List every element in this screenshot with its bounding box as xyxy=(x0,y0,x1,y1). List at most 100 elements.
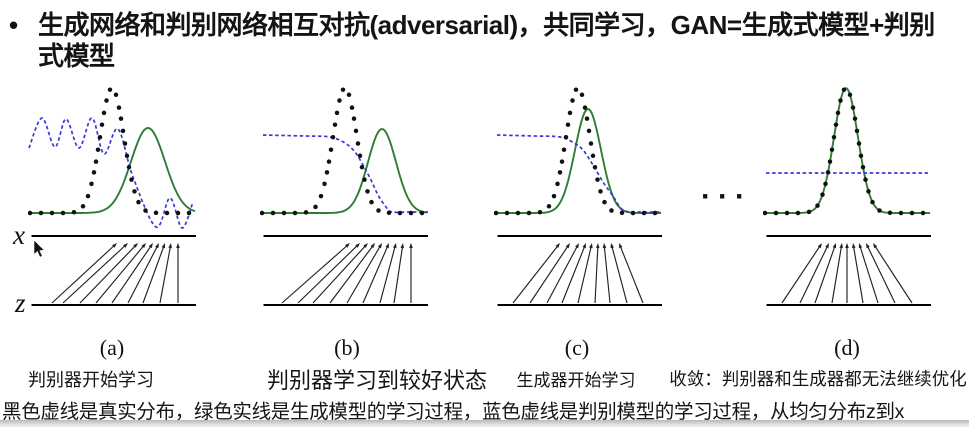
data-distribution-dot xyxy=(129,177,134,182)
discriminator-curve xyxy=(496,134,661,213)
data-distribution-dot xyxy=(877,208,882,213)
data-distribution-dot xyxy=(28,210,33,216)
data-distribution-dot xyxy=(359,164,365,170)
gan-panel-plot xyxy=(28,87,196,306)
arrowhead xyxy=(852,243,856,249)
z-to-x-arrow xyxy=(142,245,165,304)
data-distribution-dot xyxy=(330,134,336,140)
arrowhead xyxy=(345,243,350,248)
data-distribution-dot xyxy=(369,199,374,205)
arrowhead xyxy=(385,243,389,249)
data-distribution-dot xyxy=(833,122,839,127)
data-distribution-dot xyxy=(322,181,327,187)
data-distribution-dot xyxy=(281,210,287,216)
arrowhead xyxy=(370,243,375,249)
z-to-x-arrow xyxy=(814,245,836,304)
gan-panel-plot xyxy=(260,87,428,306)
panel-letter-c: (c) xyxy=(564,335,590,360)
data-distribution-dot xyxy=(355,141,361,146)
data-distribution-dot xyxy=(551,193,557,199)
z-to-x-arrow xyxy=(95,244,145,304)
arrowhead xyxy=(839,243,843,249)
generator-distribution-curve xyxy=(30,127,196,214)
z-to-x-arrow xyxy=(159,245,172,304)
data-distribution-dot xyxy=(132,189,137,194)
arrowhead xyxy=(363,243,368,248)
data-distribution-dot xyxy=(175,210,181,216)
arrowhead xyxy=(155,243,159,249)
z-to-x-arrow xyxy=(603,245,611,304)
z-to-x-arrow xyxy=(561,245,586,304)
panel-caption-a: 判别器开始学习 xyxy=(28,370,154,390)
data-distribution-dot xyxy=(270,210,276,216)
mouse-cursor-icon xyxy=(33,240,45,258)
panel-letter-d: (d) xyxy=(834,335,860,360)
gan-panel-c xyxy=(494,85,666,320)
arrowhead xyxy=(565,243,570,249)
data-distribution-dot xyxy=(854,128,860,134)
z-to-x-arrow xyxy=(866,245,896,304)
gan-panel-a xyxy=(28,85,200,320)
z-to-x-arrow xyxy=(51,244,116,304)
data-distribution-dot xyxy=(838,98,843,103)
data-distribution-dot xyxy=(104,98,109,103)
data-distribution-dot xyxy=(852,116,858,121)
data-distribution-dot xyxy=(584,116,590,121)
gan-panel-plot xyxy=(763,86,931,306)
z-to-x-arrow xyxy=(62,244,127,304)
data-distribution-dot xyxy=(847,92,853,98)
z-to-x-arrow xyxy=(362,245,389,304)
arrowhead xyxy=(393,243,397,249)
z-to-x-arrow xyxy=(874,245,913,304)
data-distribution-dot xyxy=(120,128,126,134)
data-distribution-dot xyxy=(815,203,820,208)
data-distribution-dot xyxy=(557,170,563,175)
data-distribution-dot xyxy=(598,189,603,194)
data-distribution-dot xyxy=(49,210,55,216)
data-distribution-dot xyxy=(515,210,521,216)
data-distribution-dot xyxy=(898,210,904,216)
data-distribution-dot xyxy=(858,153,864,159)
arrowhead xyxy=(176,243,180,248)
data-distribution-dot xyxy=(850,105,856,110)
arrowhead xyxy=(355,243,360,248)
z-to-x-arrow xyxy=(594,245,599,304)
data-distribution-dot xyxy=(71,209,77,215)
data-distribution-dot xyxy=(153,210,159,216)
gan-panel-plot xyxy=(494,87,662,306)
data-distribution-dot xyxy=(80,204,86,209)
arrowhead xyxy=(133,243,138,248)
z-to-x-arrow xyxy=(611,245,628,304)
panel-caption-b: 判别器学习到较好状态 xyxy=(266,368,488,393)
arrowhead xyxy=(377,243,382,249)
data-distribution-dot xyxy=(565,122,571,127)
data-distribution-dot xyxy=(573,87,579,92)
data-distribution-dot xyxy=(546,204,552,209)
bottom-gray-bar xyxy=(0,420,969,427)
data-distribution-dot xyxy=(609,208,614,213)
arrowhead xyxy=(555,243,560,248)
data-distribution-dot xyxy=(590,153,596,159)
arrowhead xyxy=(610,243,614,249)
data-distribution-dot xyxy=(95,147,101,152)
arrowhead xyxy=(582,243,586,249)
arrowhead xyxy=(400,243,404,249)
data-distribution-dot xyxy=(419,210,425,216)
arrowhead xyxy=(873,243,878,249)
data-distribution-dot xyxy=(186,210,192,216)
z-to-x-arrow xyxy=(79,244,137,304)
data-distribution-dot xyxy=(85,193,91,199)
z-to-x-arrow xyxy=(329,245,374,304)
data-distribution-dot xyxy=(349,105,355,110)
z-to-x-arrow xyxy=(111,245,152,304)
z-to-x-arrow xyxy=(379,245,396,304)
data-distribution-dot xyxy=(595,177,600,182)
gan-panel-d xyxy=(763,85,935,320)
data-distribution-dot xyxy=(101,110,107,116)
generator-distribution-curve xyxy=(262,127,428,214)
panel-letter-b: (b) xyxy=(334,335,360,360)
data-distribution-dot xyxy=(328,147,334,152)
bullet-icon: • xyxy=(9,10,19,40)
data-distribution-dot xyxy=(870,199,875,205)
data-distribution-dot xyxy=(570,98,575,103)
